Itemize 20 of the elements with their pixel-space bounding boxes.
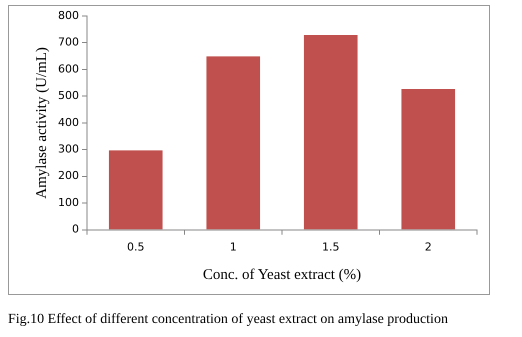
x-axis-title: Conc. of Yeast extract (%) xyxy=(202,266,362,283)
y-tick-label: 0 xyxy=(72,222,79,236)
bar xyxy=(206,56,260,230)
x-tick-label: 1.5 xyxy=(322,240,340,254)
x-tick-label: 2 xyxy=(424,240,432,254)
x-tick-label: 1 xyxy=(230,240,237,254)
caption: Fig.10 Effect of different concentration of yeast extract on amylase production xyxy=(8,312,449,328)
y-tick-label: 200 xyxy=(58,169,79,182)
y-tick-label: 700 xyxy=(58,36,79,49)
y-tick-label: 500 xyxy=(58,89,79,102)
bar xyxy=(108,150,163,230)
y-tick-label: 800 xyxy=(58,8,79,22)
bar xyxy=(304,34,358,230)
bar xyxy=(401,88,456,230)
y-axis-title: Amylase activity (U/mL) xyxy=(34,47,50,199)
y-tick-label: 600 xyxy=(58,62,79,76)
x-tick-label: 0.5 xyxy=(126,240,144,254)
y-tick-label: 100 xyxy=(58,196,79,209)
y-tick-label: 300 xyxy=(58,142,79,156)
y-tick-label: 400 xyxy=(58,116,79,129)
